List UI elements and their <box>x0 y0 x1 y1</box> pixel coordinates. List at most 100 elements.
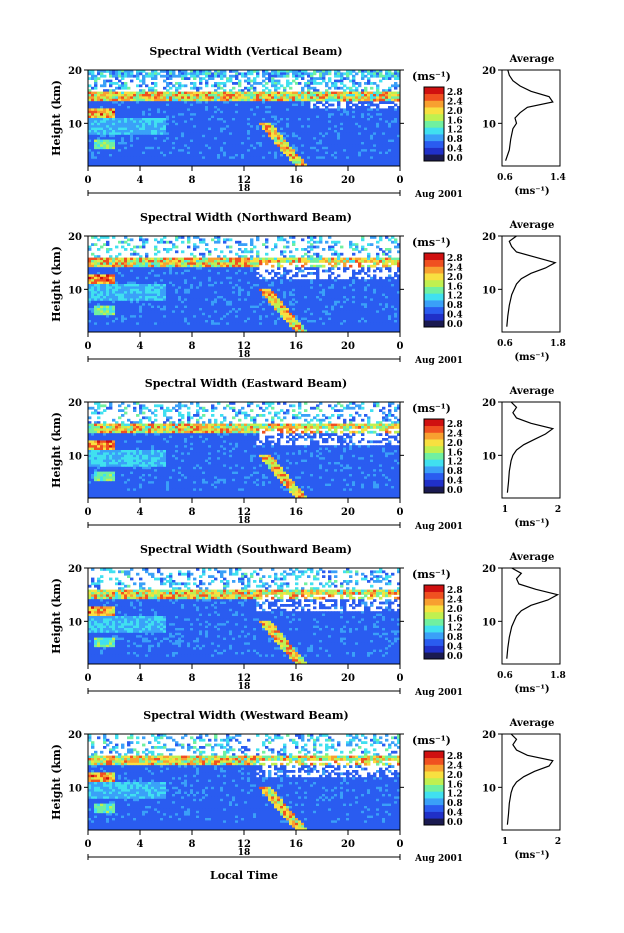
heatmap-cell <box>166 241 169 244</box>
heatmap-cell <box>346 140 349 143</box>
heatmap-cell <box>127 238 130 241</box>
heatmap-cell <box>313 159 316 162</box>
heatmap-cell <box>205 94 208 97</box>
heatmap-cell <box>235 147 238 150</box>
heatmap-cell <box>322 116 325 119</box>
heatmap-cell <box>169 123 172 126</box>
heatmap-cell <box>316 89 319 92</box>
heatmap-cell <box>235 104 238 107</box>
heatmap-cell <box>256 128 259 131</box>
heatmap-cell <box>148 72 151 75</box>
heatmap-cell <box>115 132 118 135</box>
heatmap-cell <box>373 82 376 85</box>
y-tick-label: 10 <box>68 119 82 130</box>
heatmap-cell <box>328 87 331 90</box>
heatmap-cell <box>268 159 271 162</box>
heatmap-cell <box>103 161 106 164</box>
heatmap-cell <box>358 272 361 275</box>
heatmap-cell <box>94 137 97 140</box>
heatmap-cell <box>295 101 298 104</box>
heatmap-cell <box>292 116 295 119</box>
heatmap-cell <box>247 118 250 121</box>
heatmap-cell <box>154 108 157 111</box>
heatmap-cell <box>307 72 310 75</box>
heatmap-cell <box>223 279 226 282</box>
heatmap-cell <box>133 250 136 253</box>
heatmap-cell <box>307 108 310 111</box>
heatmap-cell <box>334 250 337 253</box>
heatmap-cell <box>250 92 253 95</box>
heatmap-cell <box>166 106 169 109</box>
heatmap-cell <box>205 156 208 159</box>
heatmap-cell <box>181 270 184 273</box>
heatmap-cell <box>241 75 244 78</box>
heatmap-cell <box>274 101 277 104</box>
heatmap-cell <box>148 274 151 277</box>
heatmap-cell <box>325 92 328 95</box>
heatmap-cell <box>205 260 208 263</box>
heatmap-cell <box>238 282 241 285</box>
heatmap-cell <box>226 265 229 268</box>
heatmap-cell <box>295 267 298 270</box>
heatmap-cell <box>316 82 319 85</box>
heatmap-cell <box>346 149 349 152</box>
heatmap-cell <box>289 156 292 159</box>
heatmap-cell <box>223 255 226 258</box>
heatmap-cell <box>337 159 340 162</box>
heatmap-cell <box>193 161 196 164</box>
heatmap-cell <box>202 265 205 268</box>
heatmap-cell <box>133 99 136 102</box>
heatmap-cell <box>265 108 268 111</box>
heatmap-cell <box>88 149 91 152</box>
heatmap-cell <box>148 149 151 152</box>
heatmap-cell <box>331 149 334 152</box>
heatmap-cell <box>124 142 127 145</box>
heatmap-cell <box>271 111 274 114</box>
heatmap-cell <box>202 149 205 152</box>
heatmap-cell <box>277 144 280 147</box>
heatmap-cell <box>175 258 178 261</box>
heatmap-cell <box>367 92 370 95</box>
heatmap-cell <box>322 144 325 147</box>
heatmap-cell <box>91 279 94 282</box>
heatmap-cell <box>349 128 352 131</box>
heatmap-cell <box>166 250 169 253</box>
heatmap-cell <box>97 118 100 121</box>
heatmap-cell <box>310 147 313 150</box>
heatmap-cell <box>139 137 142 140</box>
heatmap-cell <box>277 99 280 102</box>
heatmap-cell <box>292 106 295 109</box>
heatmap-cell <box>319 149 322 152</box>
heatmap-cell <box>376 106 379 109</box>
heatmap-cell <box>247 125 250 128</box>
heatmap-cell <box>199 72 202 75</box>
heatmap-cell <box>121 94 124 97</box>
heatmap-cell <box>271 101 274 104</box>
heatmap-cell <box>169 272 172 275</box>
heatmap-cell <box>139 140 142 143</box>
heatmap-cell <box>196 147 199 150</box>
heatmap-cell <box>301 248 304 251</box>
heatmap-cell <box>142 241 145 244</box>
heatmap-cell <box>274 154 277 157</box>
heatmap-cell <box>331 82 334 85</box>
heatmap-cell <box>358 128 361 131</box>
heatmap-cell <box>292 140 295 143</box>
heatmap-cell <box>199 140 202 143</box>
heatmap-cell <box>211 161 214 164</box>
heatmap-cell <box>286 156 289 159</box>
heatmap-cell <box>328 260 331 263</box>
heatmap-cell <box>325 161 328 164</box>
heatmap-cell <box>94 274 97 277</box>
heatmap-cell <box>91 260 94 263</box>
heatmap-cell <box>394 260 397 263</box>
heatmap-cell <box>337 106 340 109</box>
heatmap-cell <box>100 94 103 97</box>
heatmap-cell <box>115 96 118 99</box>
heatmap-cell <box>94 125 97 128</box>
heatmap-cell <box>190 274 193 277</box>
heatmap-cell <box>304 84 307 87</box>
heatmap-cell <box>391 260 394 263</box>
heatmap-cell <box>361 120 364 123</box>
heatmap-cell <box>298 147 301 150</box>
